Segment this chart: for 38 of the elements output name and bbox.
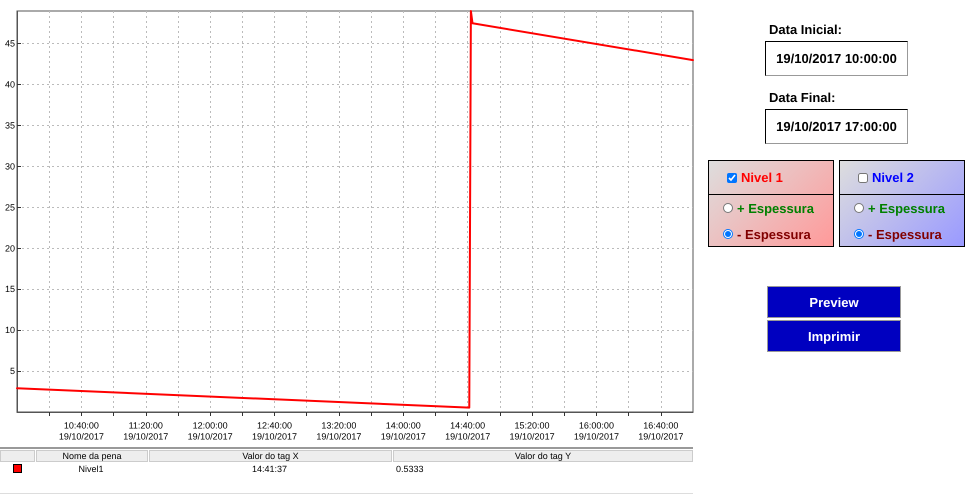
y-tick-label: 35 — [4, 120, 15, 131]
x-tick-label: 16:40:00 19/10/2017 — [638, 420, 684, 442]
y-tick-label: 30 — [4, 161, 15, 172]
x-tick-label: 12:40:00 19/10/2017 — [252, 420, 298, 442]
text: Data Final: — [769, 90, 836, 105]
text: Data Inicial: — [769, 22, 842, 37]
text: - Espessura — [736, 226, 812, 244]
text: Nome da pena — [36, 450, 148, 462]
x-tick-label: 16:00:00 19/10/2017 — [574, 420, 619, 442]
x-tick-label: 14:40:00 19/10/2017 — [445, 420, 490, 442]
y-tick-label: 45 — [4, 38, 15, 49]
text: Valor do tag X — [149, 450, 392, 462]
x-tick-label: 15:20:00 19/10/2017 — [510, 420, 555, 442]
y-tick-label: 40 — [4, 80, 15, 90]
x-tick-label: 13:20:00 19/10/2017 — [316, 420, 362, 442]
y-tick-label: 10 — [4, 325, 15, 336]
x-tick-label: 11:20:00 19/10/2017 — [123, 420, 168, 442]
text: Preview — [767, 286, 901, 318]
x-tick-label: 10:40:00 19/10/2017 — [58, 420, 104, 442]
text: + Espessura — [736, 200, 815, 218]
text: 14:41:37 — [250, 464, 288, 474]
text: Imprimir — [767, 320, 901, 352]
y-tick-label: 15 — [4, 284, 15, 294]
line-series — [16, 10, 694, 409]
y-tick-label: 20 — [4, 243, 15, 254]
y-tick-label: 25 — [4, 202, 15, 212]
text: Nivel 1 — [709, 161, 833, 195]
text: - Espessura — [867, 226, 943, 244]
text: + Espessura — [867, 200, 946, 218]
text: 19/10/2017 10:00:00 — [765, 41, 908, 76]
text: Nivel 2 — [840, 161, 964, 195]
y-tick-label: 5 — [10, 366, 15, 376]
x-tick-label: 12:00:00 19/10/2017 — [188, 420, 233, 442]
text: 0.5333 — [396, 464, 424, 474]
text: 19/10/2017 17:00:00 — [765, 109, 908, 144]
text: Valor do tag Y — [393, 450, 693, 462]
text: Nivel1 — [77, 464, 104, 474]
x-tick-label: 14:00:00 19/10/2017 — [380, 420, 426, 442]
